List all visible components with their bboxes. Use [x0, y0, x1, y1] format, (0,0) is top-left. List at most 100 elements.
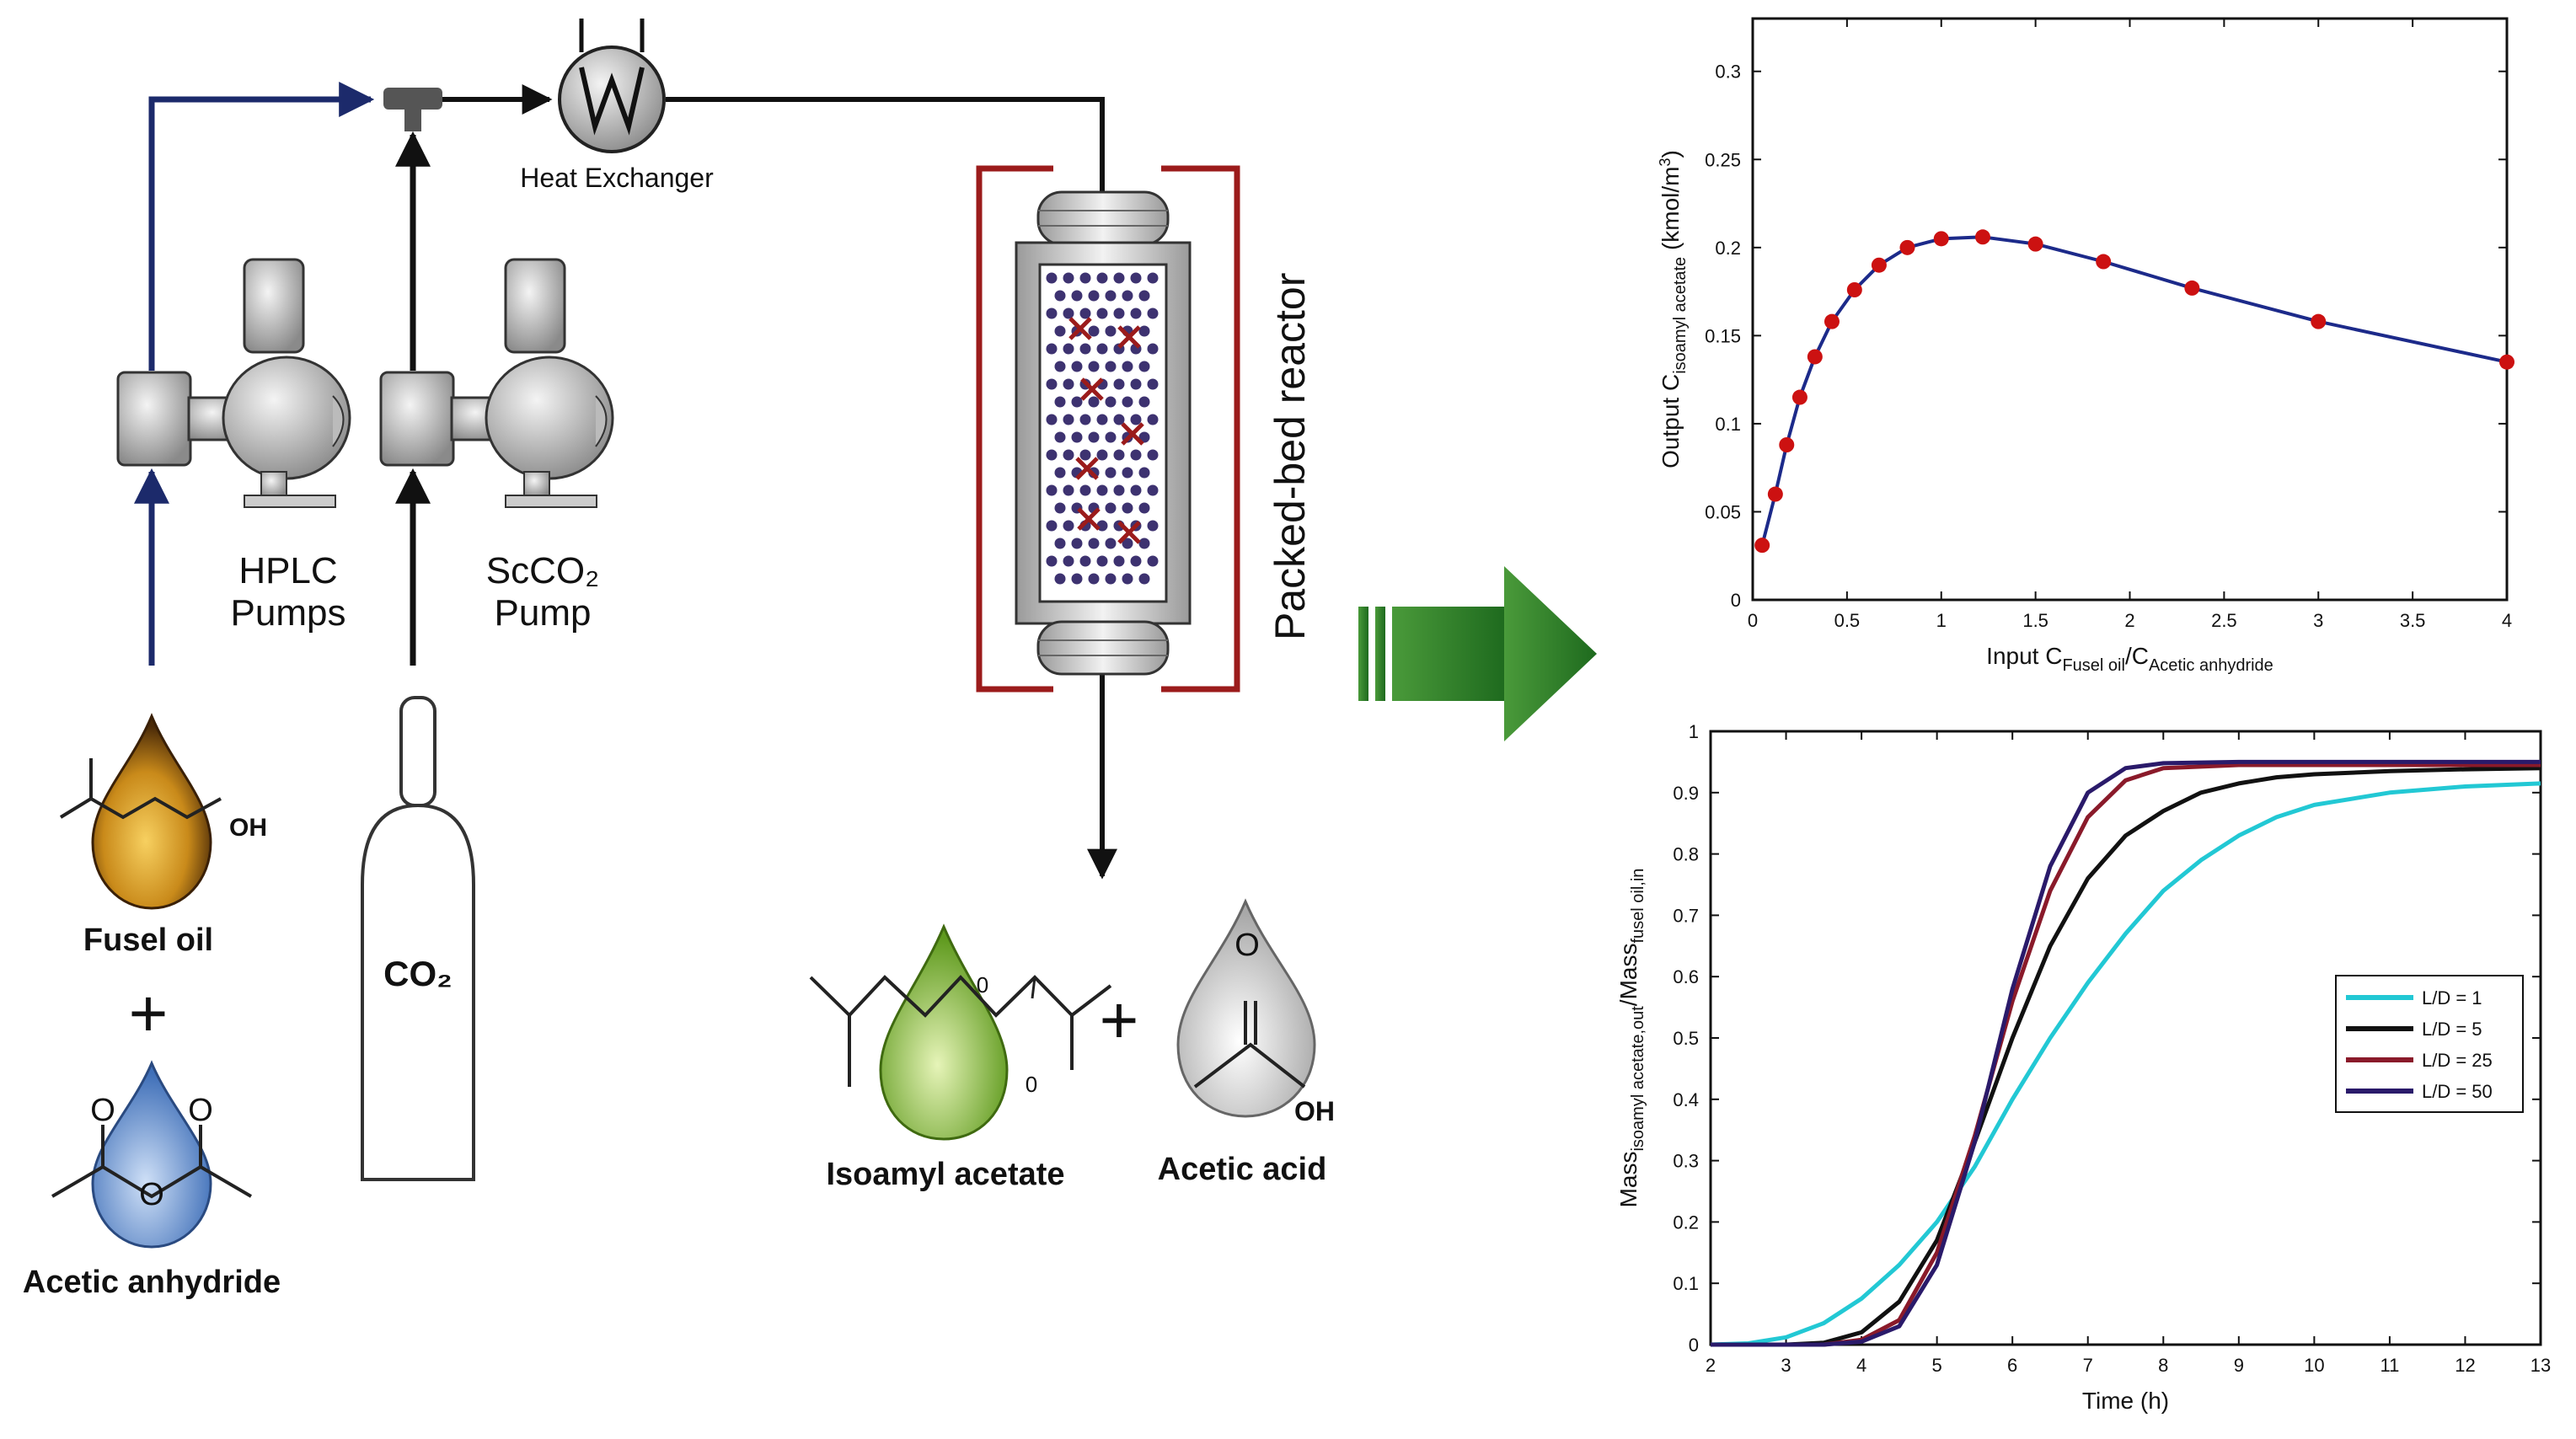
x-tick-label: 11 — [2380, 1355, 2399, 1376]
x-tick-label: 2.5 — [2211, 610, 2237, 631]
catalyst-bead — [1138, 573, 1150, 585]
catalyst-bead — [1147, 343, 1159, 355]
catalyst-bead — [1113, 484, 1125, 496]
anhydride-o-left: O — [90, 1093, 115, 1128]
chart2-x-axis-label: Time (h) — [2082, 1388, 2169, 1414]
catalyst-bead — [1054, 396, 1066, 408]
catalyst-bead — [1122, 502, 1133, 514]
catalyst-bead — [1063, 378, 1074, 390]
y-tick-label: 0.8 — [1673, 844, 1699, 865]
enzyme-cross-icon — [1068, 317, 1092, 340]
data-point — [1846, 282, 1862, 297]
x-tick-label: 1.5 — [2022, 610, 2048, 631]
catalyst-bead — [1054, 290, 1066, 302]
data-point — [1933, 231, 1949, 247]
catalyst-bead — [1138, 396, 1150, 408]
catalyst-bead — [1088, 431, 1100, 443]
fusel-oh-label: OH — [229, 814, 267, 842]
catalyst-bead — [1079, 555, 1091, 567]
data-point — [1754, 538, 1770, 554]
catalyst-bead — [1138, 361, 1150, 372]
catalyst-bead — [1138, 290, 1150, 302]
catalyst-bead — [1138, 502, 1150, 514]
x-tick-label: 12 — [2455, 1355, 2475, 1376]
chart1-x-axis-label: Input CFusel oil/CAcetic anhydride — [1986, 643, 2273, 675]
catalyst-bead — [1138, 538, 1150, 549]
catalyst-bead — [1105, 325, 1117, 337]
catalyst-bead — [1063, 272, 1074, 284]
catalyst-bead — [1105, 573, 1117, 585]
catalyst-bead — [1079, 308, 1091, 319]
y-tick-label: 0 — [1689, 1335, 1699, 1356]
y-tick-label: 0.7 — [1673, 905, 1699, 926]
chart-mass-ratio-vs-time: 2 3 4 5 6 7 8 9 10 11 12 13 0 0.1 0.2 0.3 0.4 0.5 0.6 0.7 0.… — [1615, 721, 2551, 1414]
catalyst-bead — [1046, 555, 1058, 567]
x-tick-label: 8 — [2158, 1355, 2168, 1376]
fusel-oil-label: Fusel oil — [83, 923, 213, 958]
catalyst-bead — [1105, 361, 1117, 372]
catalyst-bead — [1130, 308, 1142, 319]
catalyst-bead — [1071, 361, 1083, 372]
x-tick-label: 13 — [2530, 1355, 2551, 1376]
catalyst-bead — [1130, 378, 1142, 390]
series-line-3 — [1711, 762, 2541, 1347]
catalyst-bead — [1113, 449, 1125, 461]
catalyst-bead — [1147, 378, 1159, 390]
catalyst-bead — [1113, 414, 1125, 425]
chart1-y-axis-label: Output Cisoamyl acetate (kmol/m3) — [1657, 150, 1690, 468]
fusel-oil-drop-icon — [59, 713, 222, 910]
enzyme-cross-icon — [1117, 325, 1141, 349]
catalyst-bead — [1088, 361, 1100, 372]
catalyst-bead — [1096, 484, 1108, 496]
reactor-brackets — [976, 165, 1240, 693]
enzyme-cross-icon — [1080, 377, 1104, 401]
catalyst-bead — [1122, 467, 1133, 479]
catalyst-bead — [1088, 573, 1100, 585]
chart1-plot-frame — [1751, 17, 2509, 602]
catalyst-bead — [1113, 308, 1125, 319]
x-tick-label: 4 — [1856, 1355, 1866, 1376]
data-point — [1974, 229, 1990, 245]
data-point — [2311, 313, 2327, 329]
catalyst-bead — [1130, 484, 1142, 496]
catalyst-bead — [1147, 449, 1159, 461]
catalyst-bead — [1130, 272, 1142, 284]
isoamyl-o-label: 0 — [977, 972, 988, 998]
legend-label: L/D = 50 — [2422, 1081, 2493, 1102]
catalyst-bead — [1079, 414, 1091, 425]
catalyst-bead — [1063, 484, 1074, 496]
catalyst-bead — [1063, 520, 1074, 532]
x-tick-label: 6 — [2007, 1355, 2017, 1376]
series-line-1 — [1710, 781, 2541, 1347]
scco2-pump-icon — [379, 258, 614, 508]
catalyst-bead — [1063, 414, 1074, 425]
catalyst-bead — [1088, 396, 1100, 408]
catalyst-bead — [1046, 343, 1058, 355]
y-tick-label: 0.05 — [1705, 501, 1741, 522]
y-tick-label: 0.3 — [1673, 1151, 1699, 1172]
legend-label: L/D = 5 — [2422, 1019, 2482, 1040]
catalyst-bead — [1113, 555, 1125, 567]
y-tick-label: 0.3 — [1715, 62, 1741, 83]
data-point — [2027, 236, 2043, 252]
x-tick-label: 2 — [2124, 610, 2134, 631]
catalyst-bead — [1122, 290, 1133, 302]
catalyst-bead — [1071, 431, 1083, 443]
series-line-4 — [1711, 759, 2541, 1347]
data-point — [2096, 254, 2112, 270]
x-tick-label: 10 — [2304, 1355, 2324, 1376]
catalyst-bead — [1138, 325, 1150, 337]
chart2-y-axis-label: Massisoamyl acetate,out/Massfusel oil,in — [1615, 869, 1647, 1208]
anhydride-o-center: O — [139, 1177, 164, 1212]
acetic-acid-label: Acetic acid — [1158, 1152, 1327, 1187]
data-point — [1791, 389, 1807, 405]
catalyst-bead — [1046, 272, 1058, 284]
hplc-pump-icon — [116, 258, 351, 508]
catalyst-bead — [1046, 484, 1058, 496]
acetic-acid-oh-label: OH — [1294, 1096, 1335, 1126]
catalyst-bead — [1046, 414, 1058, 425]
legend-label: L/D = 1 — [2422, 987, 2482, 1008]
x-tick-label: 5 — [1932, 1355, 1942, 1376]
catalyst-bead — [1079, 343, 1091, 355]
series-line-2 — [1711, 766, 2541, 1347]
